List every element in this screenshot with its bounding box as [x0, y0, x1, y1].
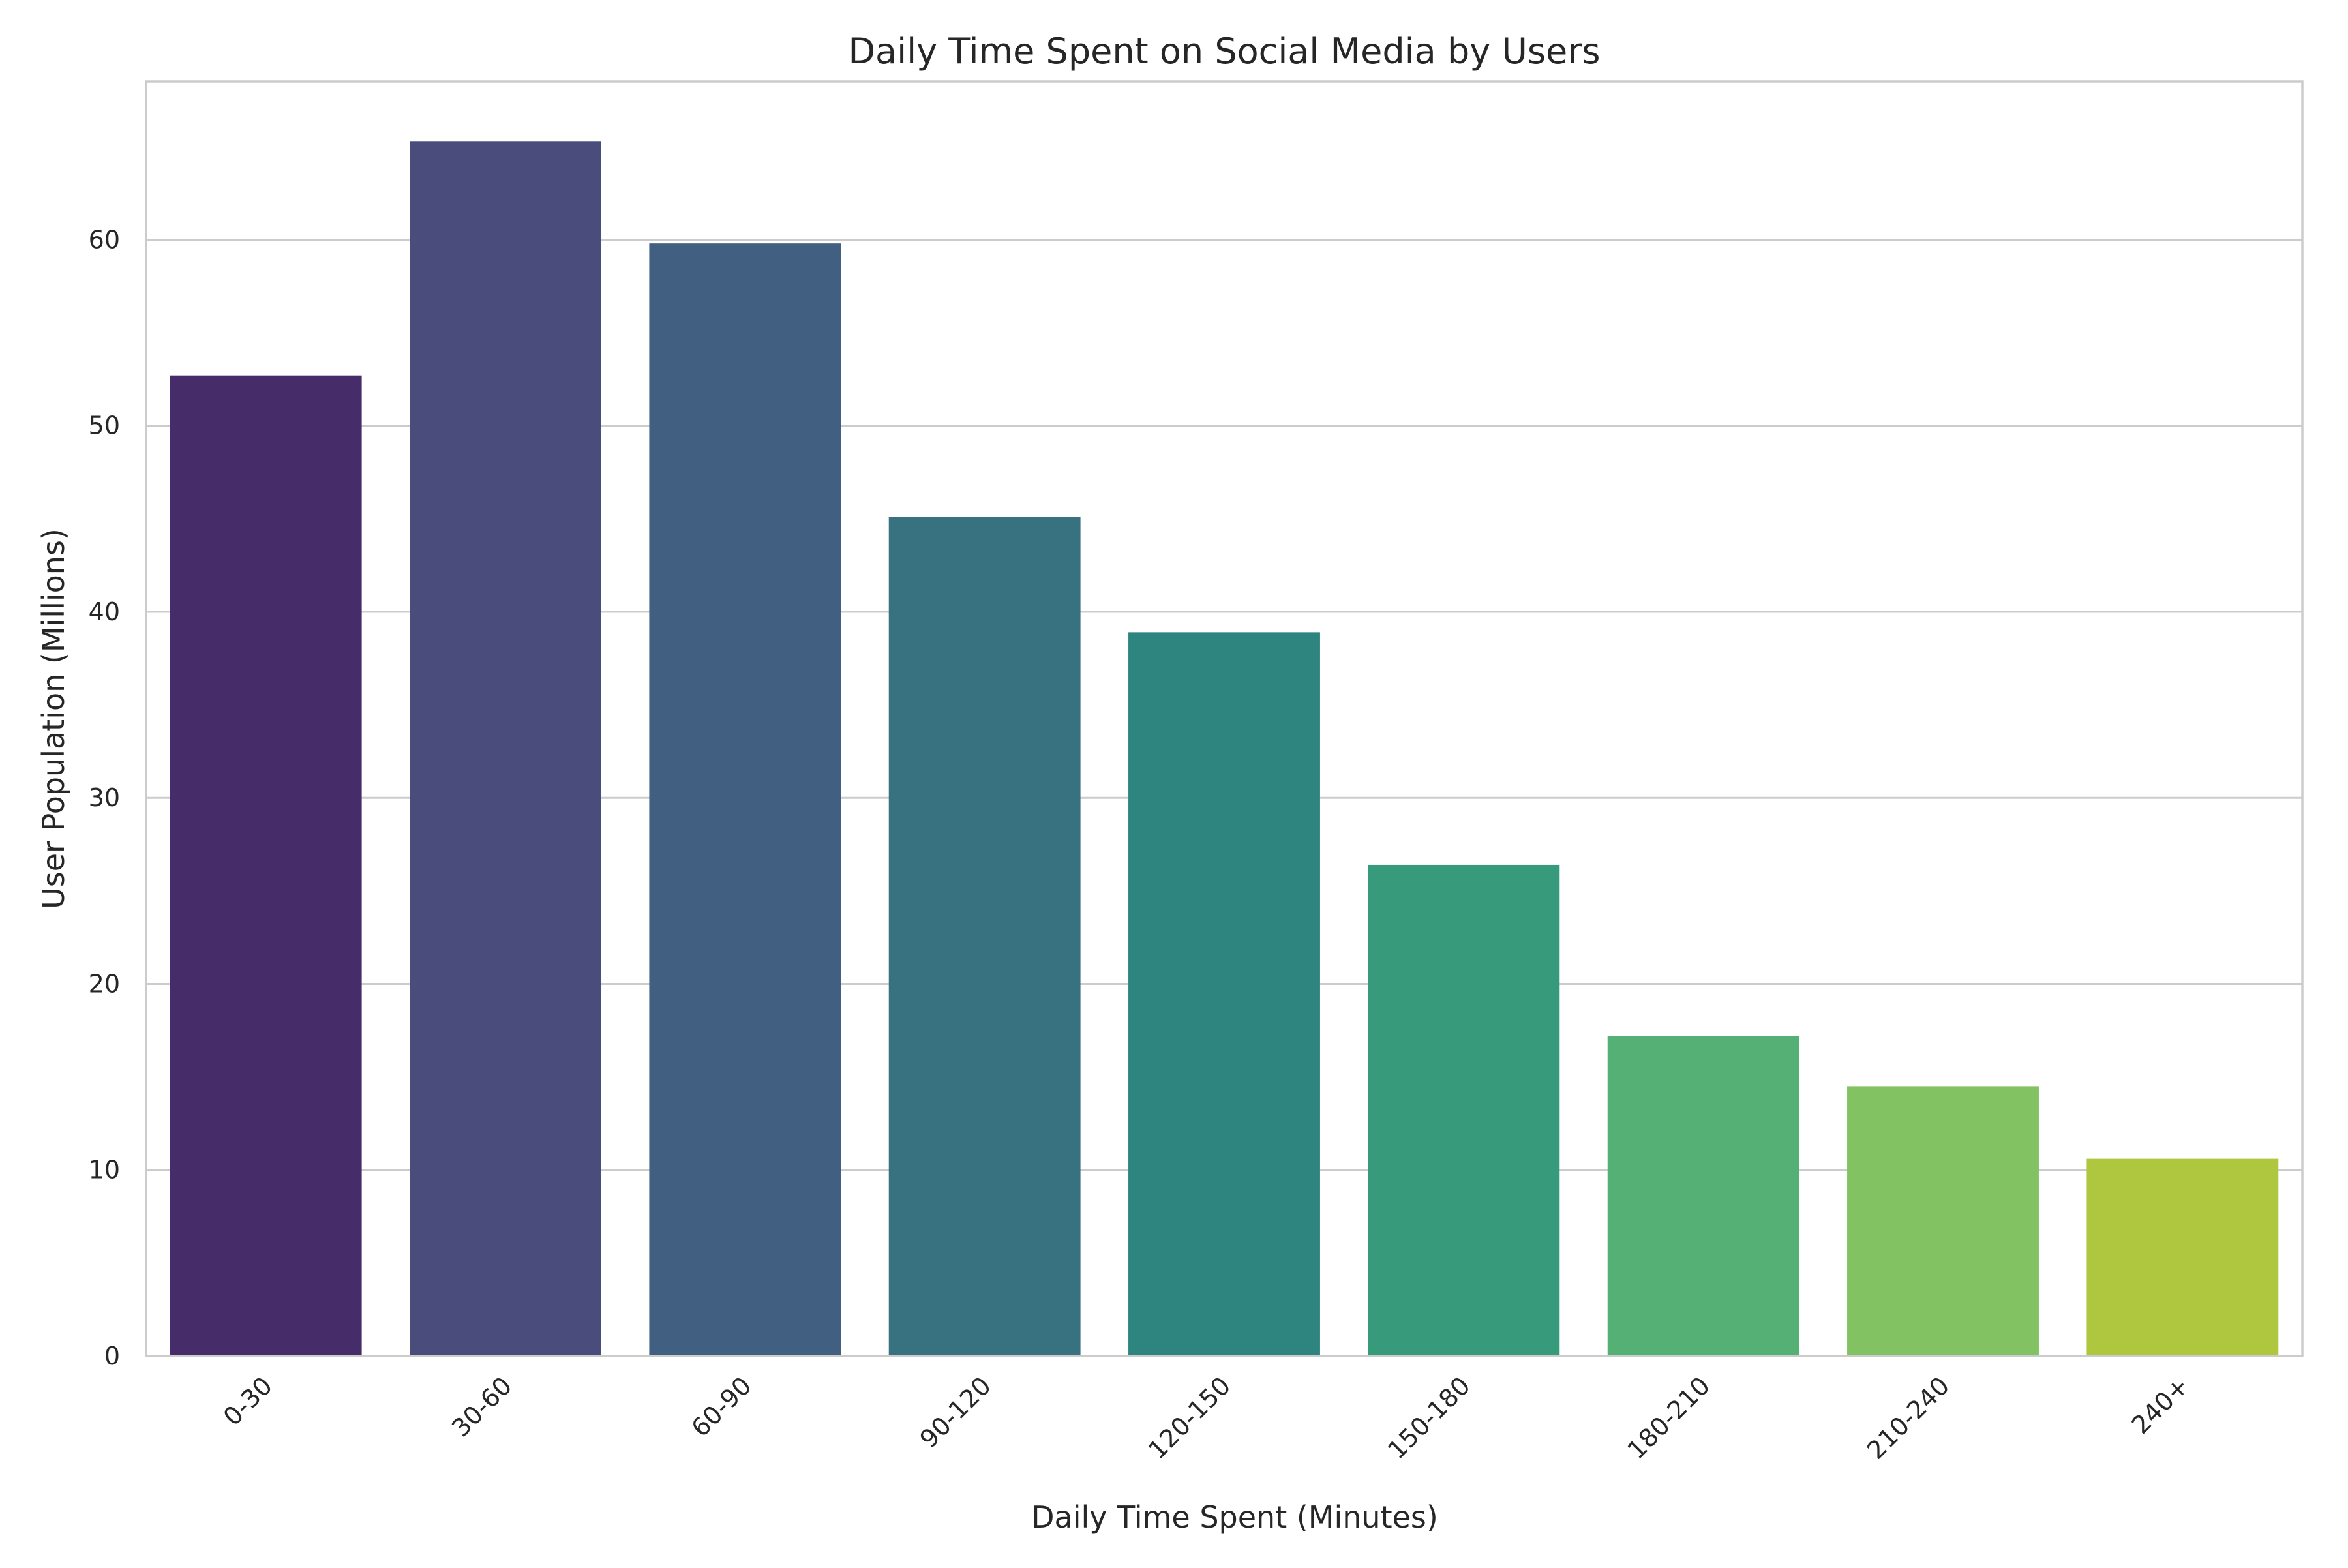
bar-90-120	[888, 517, 1081, 1356]
bar-240plus	[2086, 1158, 2279, 1356]
bar-0-30	[170, 375, 362, 1357]
bar-30-60	[410, 141, 601, 1357]
x-tick-label: 210-240	[1861, 1371, 1955, 1464]
y-tick-label: 60	[89, 225, 120, 254]
bar-60-90	[649, 243, 841, 1357]
plot-frame	[145, 80, 2304, 1357]
y-tick-label: 30	[89, 783, 120, 812]
y-tick-label: 20	[89, 969, 120, 998]
x-tick-label: 60-90	[686, 1371, 757, 1442]
y-tick-label: 10	[89, 1156, 120, 1184]
y-axis-label: User Population (Millions)	[36, 528, 71, 909]
y-tick-label: 0	[104, 1342, 120, 1370]
bar-150-180	[1368, 864, 1560, 1356]
x-tick-labels: 0-30 30-60 60-90 90-120 120-150 150-180 180-21…	[218, 1371, 2195, 1464]
chart-title: Daily Time Spent on Social Media by User…	[848, 31, 1600, 72]
x-tick-label: 30-60	[446, 1371, 517, 1442]
x-tick-label: 150-180	[1382, 1371, 1475, 1464]
x-axis-label: Daily Time Spent (Minutes)	[1031, 1500, 1438, 1535]
y-tick-labels: 0 10 20 30 40 50 60	[89, 225, 120, 1370]
bar-180-210	[1607, 1036, 1799, 1356]
bars	[170, 141, 2279, 1357]
x-tick-label: 90-120	[914, 1371, 997, 1453]
y-tick-label: 50	[89, 412, 120, 440]
y-tick-label: 40	[89, 597, 120, 626]
x-tick-label: 0-30	[218, 1371, 278, 1431]
bar-120-150	[1128, 632, 1320, 1356]
bar-210-240	[1847, 1086, 2039, 1356]
x-tick-label: 180-210	[1622, 1371, 1715, 1464]
x-tick-label: 240+	[2126, 1371, 2195, 1440]
x-tick-label: 120-150	[1143, 1371, 1236, 1464]
